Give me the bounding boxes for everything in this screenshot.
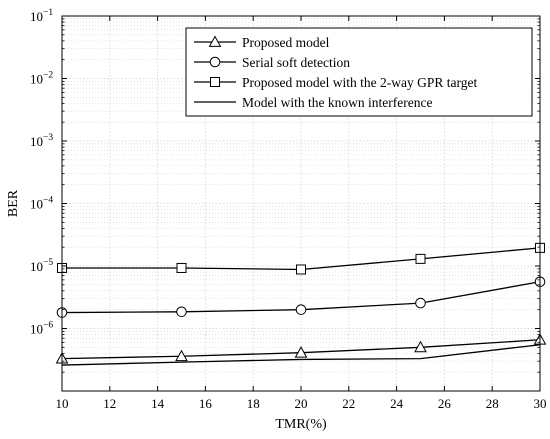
- legend-label: Proposed model: [242, 35, 330, 50]
- legend-marker: [210, 77, 220, 87]
- y-tick-label: 10−6: [30, 321, 53, 337]
- x-tick-label: 22: [342, 396, 355, 411]
- y-axis-label: BER: [6, 189, 21, 217]
- legend-marker: [208, 35, 222, 47]
- legend-box: [185, 27, 533, 117]
- y-tick-label: 10−4: [30, 196, 53, 212]
- legend-item: Serial soft detection: [194, 55, 350, 70]
- y-tick-label: 10−5: [30, 258, 53, 274]
- y-tick-labels: 10−6 10−5 10−4 10−3 10−2 10−1: [30, 8, 53, 337]
- x-tick-label: 16: [199, 396, 213, 411]
- series-2: [56, 276, 546, 318]
- legend-items: Proposed model Serial soft detection Propo…: [194, 35, 477, 110]
- legend-label: Serial soft detection: [242, 55, 350, 70]
- data-point: [414, 340, 427, 353]
- x-tick-label: 14: [151, 396, 165, 411]
- x-tick-label: 30: [534, 396, 547, 411]
- x-tick-label: 10: [56, 396, 69, 411]
- legend-label: Model with the known interference: [242, 95, 432, 110]
- data-point: [176, 262, 187, 273]
- axis-ticks: [61, 15, 541, 391]
- data-point: [415, 297, 426, 309]
- x-axis-label: TMR(%): [275, 417, 327, 432]
- y-tick-label: 10−1: [30, 8, 53, 24]
- x-tick-label: 12: [103, 396, 116, 411]
- y-tick-label: 10−2: [30, 71, 53, 87]
- data-point: [176, 306, 187, 318]
- legend-item: Proposed model with the 2-way GPR target: [194, 75, 477, 90]
- data-point: [294, 346, 308, 358]
- legend: Proposed model Serial soft detection Propo…: [185, 27, 533, 117]
- x-tick-label: 18: [247, 396, 260, 411]
- legend-marker: [209, 56, 221, 68]
- legend-label: Proposed model with the 2-way GPR target: [242, 75, 477, 90]
- x-tick-label: 28: [486, 396, 499, 411]
- legend-item: Model with the known interference: [194, 95, 432, 110]
- x-tick-labels: 10 12 14 16 18 20 22 24 26 28 30: [56, 396, 547, 411]
- x-tick-label: 26: [438, 396, 452, 411]
- data-point: [415, 253, 426, 264]
- series-line: [61, 344, 541, 366]
- data-point: [295, 304, 307, 315]
- data-point: [175, 349, 188, 362]
- y-tick-label: 10−3: [30, 133, 53, 149]
- series-4: [61, 344, 541, 366]
- x-tick-label: 20: [295, 396, 308, 411]
- data-point: [296, 264, 306, 275]
- legend-item: Proposed model: [194, 35, 330, 50]
- x-tick-label: 24: [390, 396, 404, 411]
